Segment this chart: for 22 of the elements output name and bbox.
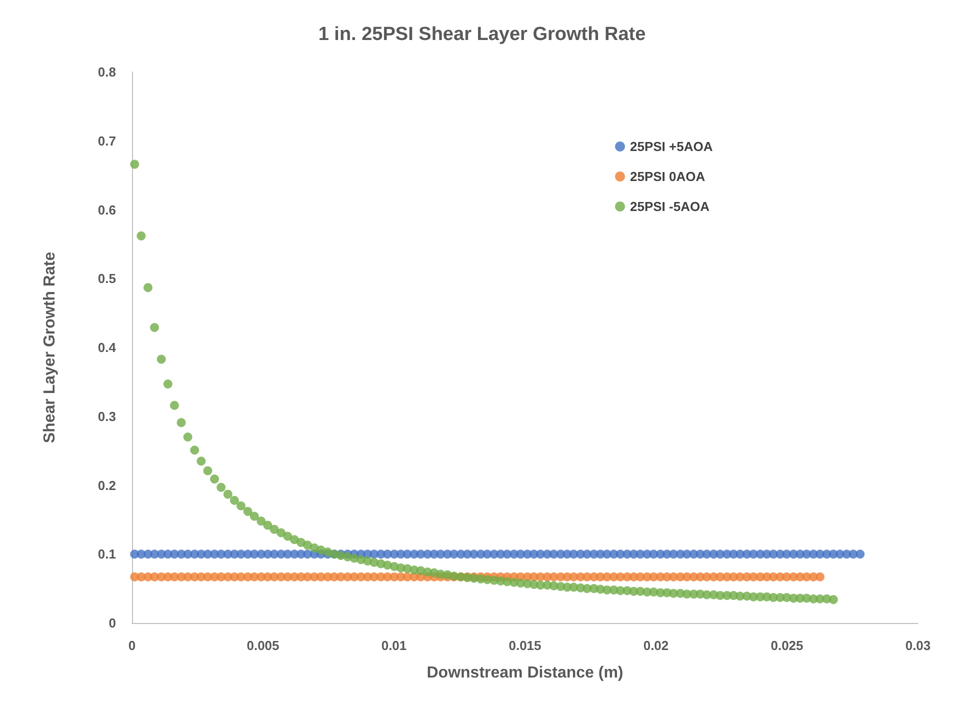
- chart-title: 1 in. 25PSI Shear Layer Growth Rate: [318, 24, 646, 45]
- x-tick-label: 0.025: [770, 638, 804, 653]
- y-tick-label: 0: [108, 616, 116, 630]
- y-tick-label: 0.6: [98, 202, 116, 218]
- x-tick-label: 0.01: [381, 638, 407, 653]
- x-tick-label: 0.02: [643, 638, 669, 653]
- y-tick-label: 0.5: [98, 271, 116, 286]
- y-tick-label: 0.3: [98, 408, 116, 424]
- legend-label: 25PSI -5AOA: [630, 199, 710, 214]
- legend-label: 25PSI +5AOA: [630, 139, 714, 154]
- y-tick-label: 0.7: [98, 133, 116, 148]
- y-tick-label: 0.1: [98, 546, 116, 562]
- y-tick-label: 0.4: [98, 340, 117, 355]
- x-axis-title: Downstream Distance (m): [426, 664, 624, 682]
- y-tick-label: 0.2: [98, 478, 116, 493]
- y-axis-title: Shear Layer Growth Rate: [42, 252, 58, 444]
- x-tick-label: 0: [128, 638, 136, 653]
- x-tick-label: 0.005: [246, 638, 280, 653]
- x-tick-label: 0.015: [508, 638, 542, 653]
- x-tick-label: 0.03: [905, 638, 931, 653]
- legend-label: 25PSI 0AOA: [630, 169, 706, 184]
- y-tick-label: 0.8: [98, 64, 116, 80]
